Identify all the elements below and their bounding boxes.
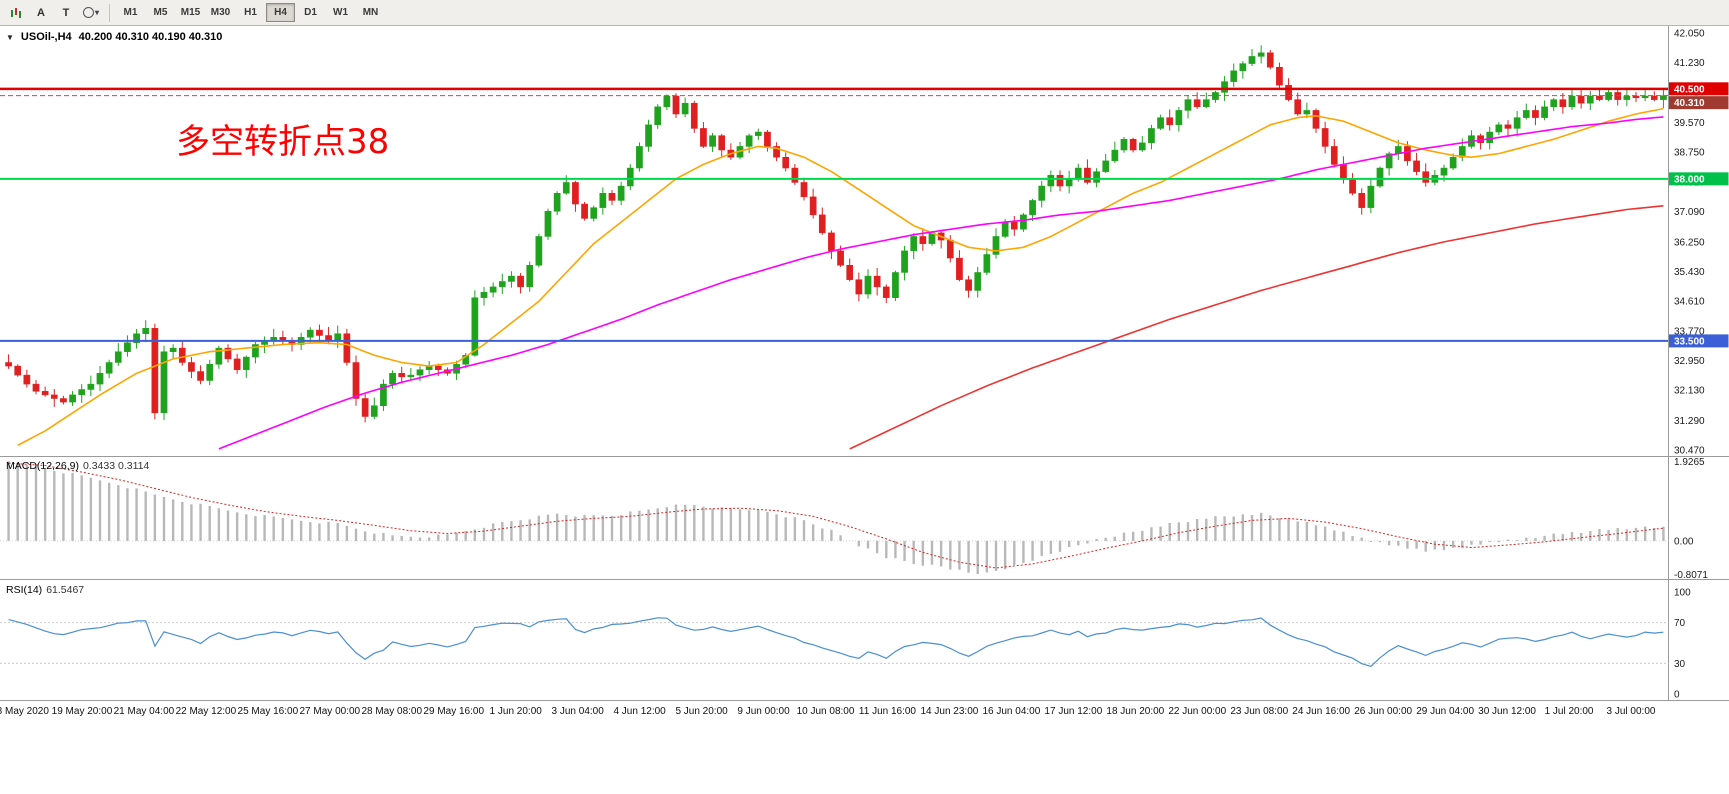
svg-text:-0.8071: -0.8071 <box>1674 570 1708 581</box>
top-toolbar: A T ▾ M1 M5 M15 M30 H1 H4 D1 W1 MN <box>0 0 1729 26</box>
timeframe-m30[interactable]: M30 <box>206 3 235 22</box>
timeframe-d1[interactable]: D1 <box>296 3 325 22</box>
svg-text:0: 0 <box>1674 690 1680 701</box>
svg-text:40.310: 40.310 <box>1674 98 1705 109</box>
toolbar-separator <box>109 3 110 22</box>
dropdown-caret-icon: ▾ <box>94 8 99 17</box>
price-chart-canvas[interactable]: 42.05041.23040.41039.57038.75037.91037.0… <box>0 26 1729 794</box>
macd-name: MACD(12,26,9) <box>6 460 79 472</box>
chart-objects-button[interactable] <box>4 3 28 23</box>
svg-text:30: 30 <box>1674 659 1686 670</box>
svg-text:25 May 16:00: 25 May 16:00 <box>238 706 299 717</box>
ohlc-values: 40.200 40.310 40.190 40.310 <box>78 31 223 43</box>
svg-text:3 Jun 04:00: 3 Jun 04:00 <box>552 706 605 717</box>
timeframe-m15[interactable]: M15 <box>176 3 205 22</box>
shapes-dropdown-button[interactable]: ▾ <box>79 3 103 23</box>
macd-label: MACD(12,26,9) 0.3433 0.3114 <box>6 460 149 472</box>
svg-text:38.750: 38.750 <box>1674 147 1705 158</box>
svg-text:24 Jun 16:00: 24 Jun 16:00 <box>1292 706 1350 717</box>
rsi-value: 61.5467 <box>46 584 85 596</box>
svg-text:3 Jul 00:00: 3 Jul 00:00 <box>1607 706 1656 717</box>
shapes-icon <box>82 7 94 18</box>
svg-text:42.050: 42.050 <box>1674 29 1705 40</box>
svg-text:38.000: 38.000 <box>1674 174 1705 185</box>
svg-text:21 May 04:00: 21 May 04:00 <box>114 706 175 717</box>
candlestick-chart-icon <box>10 7 22 19</box>
svg-text:14 Jun 23:00: 14 Jun 23:00 <box>921 706 979 717</box>
svg-text:26 Jun 00:00: 26 Jun 00:00 <box>1354 706 1412 717</box>
svg-text:36.250: 36.250 <box>1674 237 1705 248</box>
svg-text:37.090: 37.090 <box>1674 207 1705 218</box>
svg-text:40.500: 40.500 <box>1674 84 1705 95</box>
svg-text:33.500: 33.500 <box>1674 336 1705 347</box>
svg-text:0.00: 0.00 <box>1674 536 1694 547</box>
svg-text:22 Jun 00:00: 22 Jun 00:00 <box>1168 706 1226 717</box>
timeframe-h1[interactable]: H1 <box>236 3 265 22</box>
label-tool-button[interactable]: T <box>54 3 78 23</box>
timeframe-m5[interactable]: M5 <box>146 3 175 22</box>
rsi-name: RSI(14) <box>6 584 43 596</box>
rsi-label: RSI(14) 61.5467 <box>6 584 84 596</box>
svg-text:4 Jun 12:00: 4 Jun 12:00 <box>613 706 666 717</box>
timeframe-w1[interactable]: W1 <box>326 3 355 22</box>
svg-text:30.470: 30.470 <box>1674 446 1705 457</box>
svg-text:33.770: 33.770 <box>1674 327 1705 338</box>
text-tool-label: A <box>37 6 45 19</box>
svg-text:70: 70 <box>1674 618 1686 629</box>
macd-values: 0.3433 0.3114 <box>82 460 150 472</box>
svg-text:17 Jun 12:00: 17 Jun 12:00 <box>1044 706 1102 717</box>
svg-text:100: 100 <box>1674 588 1691 599</box>
svg-text:27 May 00:00: 27 May 00:00 <box>300 706 361 717</box>
timeframe-h4[interactable]: H4 <box>266 3 295 22</box>
annotation-text: 多空转折点38 <box>176 122 390 162</box>
svg-text:23 Jun 08:00: 23 Jun 08:00 <box>1230 706 1288 717</box>
svg-text:9 Jun 00:00: 9 Jun 00:00 <box>737 706 790 717</box>
svg-text:11 Jun 16:00: 11 Jun 16:00 <box>859 706 917 717</box>
svg-text:34.610: 34.610 <box>1674 296 1705 307</box>
svg-text:1.9265: 1.9265 <box>1674 457 1705 468</box>
svg-text:19 May 20:00: 19 May 20:00 <box>52 706 113 717</box>
svg-text:16 Jun 04:00: 16 Jun 04:00 <box>982 706 1040 717</box>
svg-text:39.570: 39.570 <box>1674 118 1705 129</box>
timeframe-m1[interactable]: M1 <box>116 3 145 22</box>
svg-text:22 May 12:00: 22 May 12:00 <box>176 706 237 717</box>
svg-text:28 May 08:00: 28 May 08:00 <box>361 706 422 717</box>
svg-text:32.130: 32.130 <box>1674 386 1705 397</box>
label-tool-label: T <box>62 6 70 19</box>
expand-triangle-icon[interactable]: ▼ <box>6 32 14 42</box>
timeframe-mn[interactable]: MN <box>356 3 385 22</box>
svg-text:5 Jun 20:00: 5 Jun 20:00 <box>675 706 728 717</box>
svg-text:41.230: 41.230 <box>1674 58 1705 69</box>
svg-text:18 May 2020: 18 May 2020 <box>0 706 49 717</box>
text-tool-button[interactable]: A <box>29 3 53 23</box>
svg-text:1 Jul 20:00: 1 Jul 20:00 <box>1545 706 1594 717</box>
chart-title: ▼ USOil-,H4 40.200 40.310 40.190 40.310 <box>6 31 222 43</box>
svg-text:32.950: 32.950 <box>1674 356 1705 367</box>
svg-text:10 Jun 08:00: 10 Jun 08:00 <box>797 706 855 717</box>
svg-text:35.430: 35.430 <box>1674 267 1705 278</box>
svg-text:1 Jun 20:00: 1 Jun 20:00 <box>490 706 543 717</box>
chart-area: 42.05041.23040.41039.57038.75037.91037.0… <box>0 26 1729 794</box>
drawing-tools-group: A T ▾ <box>4 3 103 23</box>
svg-text:30 Jun 12:00: 30 Jun 12:00 <box>1478 706 1536 717</box>
svg-text:18 Jun 20:00: 18 Jun 20:00 <box>1106 706 1164 717</box>
svg-text:29 Jun 04:00: 29 Jun 04:00 <box>1416 706 1474 717</box>
svg-text:29 May 16:00: 29 May 16:00 <box>423 706 484 717</box>
symbol-period-label: USOil-,H4 <box>20 31 72 43</box>
svg-text:31.290: 31.290 <box>1674 416 1705 427</box>
timeframe-buttons: M1 M5 M15 M30 H1 H4 D1 W1 MN <box>116 3 385 22</box>
